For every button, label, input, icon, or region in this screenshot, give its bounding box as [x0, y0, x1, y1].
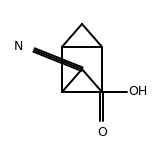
Text: OH: OH — [129, 85, 148, 98]
Text: N: N — [13, 40, 23, 53]
Text: O: O — [97, 126, 107, 139]
